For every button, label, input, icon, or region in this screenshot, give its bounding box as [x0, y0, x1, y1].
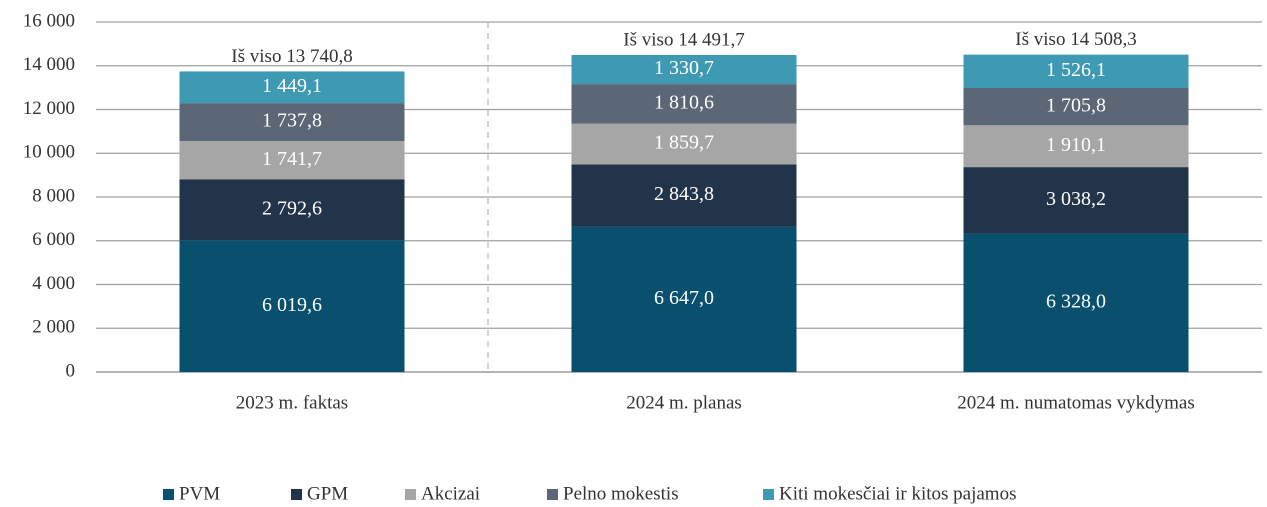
x-tick-label: 2024 m. planas: [626, 392, 742, 413]
value-label: 3 038,2: [1046, 188, 1106, 210]
bar-segment: [571, 54, 797, 85]
legend-label: Akcizai: [421, 483, 480, 504]
legend-label: Pelno mokestis: [563, 483, 679, 504]
bar-segment: [179, 141, 405, 180]
bar-segment: [179, 179, 405, 241]
bar-segment: [963, 125, 1189, 168]
bar-segment: [179, 103, 405, 142]
total-label: Iš viso 13 740,8: [231, 46, 352, 67]
legend-swatch: [547, 489, 558, 500]
value-label: 1 705,8: [1046, 94, 1106, 116]
value-label: 1 737,8: [262, 110, 322, 132]
value-label: 1 810,6: [654, 91, 714, 113]
bar-segment: [963, 233, 1189, 372]
value-label: 1 330,7: [654, 57, 714, 79]
bar-segment: [571, 123, 797, 165]
total-label: Iš viso 14 491,7: [623, 29, 744, 50]
bar-segment: [571, 164, 797, 227]
legend-swatch: [163, 489, 174, 500]
value-label: 1 741,7: [262, 148, 322, 170]
y-tick-label: 0: [66, 360, 76, 381]
value-label: 1 449,1: [262, 75, 322, 97]
y-tick-label: 10 000: [23, 142, 75, 163]
bar-segment: [179, 240, 405, 372]
x-tick-label: 2024 m. numatomas vykdymas: [957, 392, 1194, 413]
y-tick-label: 8 000: [32, 185, 75, 206]
y-tick-label: 16 000: [23, 10, 75, 31]
total-label: Iš viso 14 508,3: [1015, 29, 1136, 50]
value-label: 2 792,6: [262, 197, 322, 219]
legend-swatch: [291, 489, 302, 500]
value-label: 6 328,0: [1046, 290, 1106, 312]
bar-segment: [179, 71, 405, 104]
y-tick-label: 6 000: [32, 229, 75, 250]
value-label: 1 910,1: [1046, 134, 1106, 156]
bar-segment: [963, 167, 1189, 234]
y-tick-label: 14 000: [23, 54, 75, 75]
y-tick-label: 2 000: [32, 317, 75, 338]
value-label: 2 843,8: [654, 183, 714, 205]
value-label: 6 019,6: [262, 294, 322, 316]
legend-label: GPM: [307, 483, 348, 504]
value-label: 6 647,0: [654, 287, 714, 309]
value-label: 1 859,7: [654, 132, 714, 154]
y-tick-label: 4 000: [32, 273, 75, 294]
legend-label: PVM: [179, 483, 220, 504]
legend-swatch: [763, 489, 774, 500]
y-tick-label: 12 000: [23, 98, 75, 119]
value-label: 1 526,1: [1046, 59, 1106, 81]
legend-label: Kiti mokesčiai ir kitos pajamos: [779, 483, 1016, 504]
bar-segment: [571, 84, 797, 124]
x-tick-label: 2023 m. faktas: [236, 392, 348, 413]
bar-segment: [571, 226, 797, 372]
legend-swatch: [405, 489, 416, 500]
bar-segment: [963, 88, 1189, 126]
bar-segment: [963, 54, 1189, 89]
